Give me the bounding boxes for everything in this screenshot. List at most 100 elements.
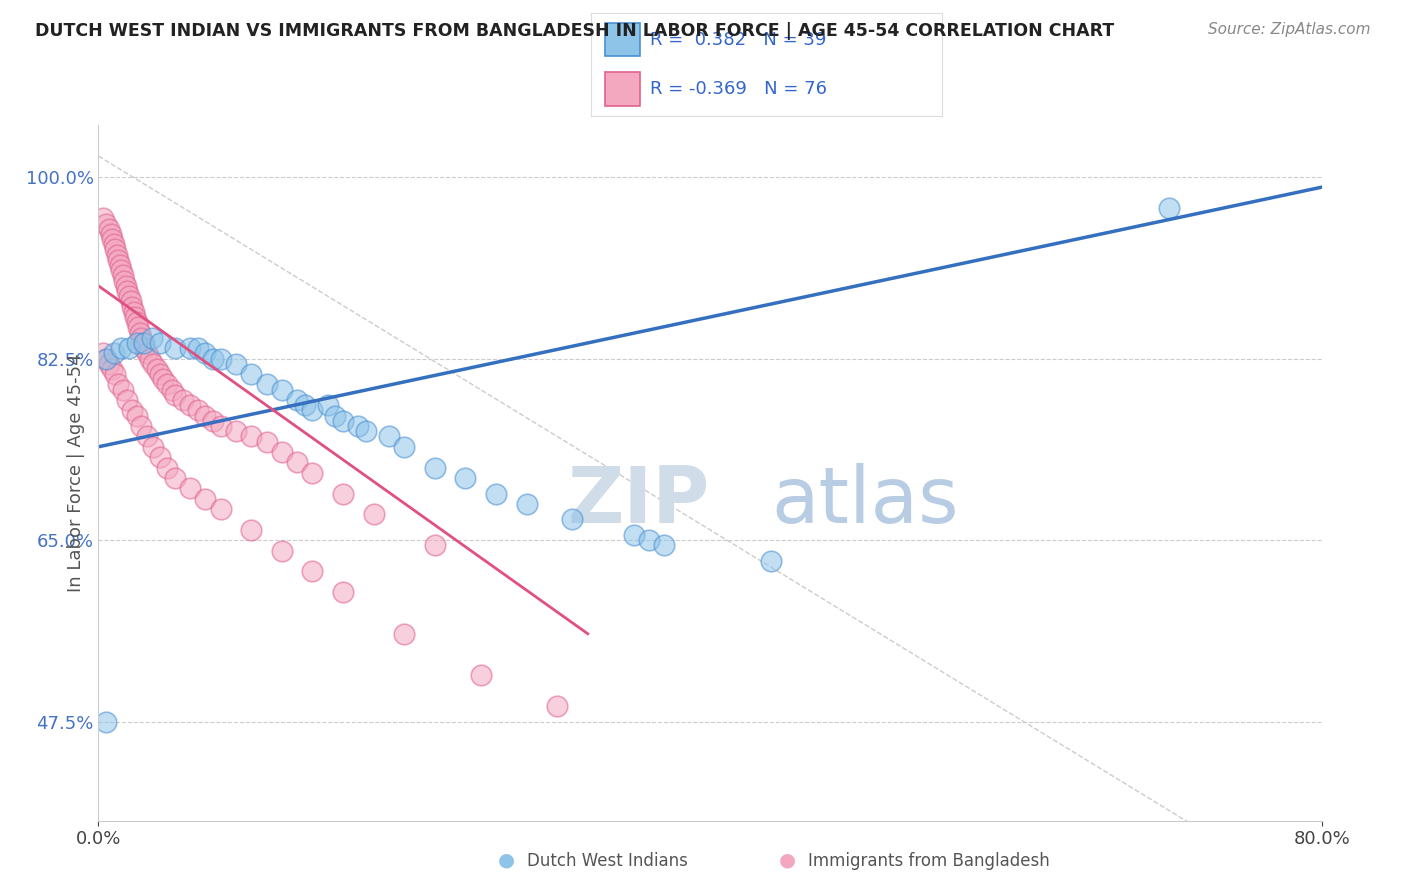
Text: Source: ZipAtlas.com: Source: ZipAtlas.com (1208, 22, 1371, 37)
Point (759, 554, 782, 568)
Point (392, 626, 416, 640)
Point (128, 326, 150, 340)
Point (179, 341, 201, 355)
Point (294, 398, 316, 412)
Point (103, 346, 125, 360)
Point (209, 351, 232, 366)
Point (256, 377, 278, 392)
Bar (605, 22, 640, 56)
Point (156, 460, 179, 475)
Text: Dutch West Indians: Dutch West Indians (527, 852, 688, 870)
Text: ●: ● (498, 851, 515, 870)
Point (202, 414, 225, 428)
Point (104, 243, 127, 257)
Point (139, 351, 162, 366)
Point (132, 335, 155, 350)
Point (516, 497, 538, 511)
Point (240, 429, 263, 443)
Point (623, 528, 645, 542)
Point (347, 419, 370, 434)
Point (652, 538, 675, 552)
Point (209, 419, 232, 434)
Text: R =  0.382   N = 39: R = 0.382 N = 39 (650, 30, 827, 48)
Point (94, 351, 117, 366)
Point (103, 237, 125, 252)
Point (637, 533, 661, 548)
Point (546, 699, 568, 714)
Point (125, 315, 148, 329)
Point (94, 351, 117, 366)
Point (108, 258, 131, 272)
Point (107, 252, 129, 267)
Text: DUTCH WEST INDIAN VS IMMIGRANTS FROM BANGLADESH IN LABOR FORCE | AGE 45-54 CORRE: DUTCH WEST INDIAN VS IMMIGRANTS FROM BAN… (35, 22, 1115, 40)
Point (325, 409, 347, 423)
Point (285, 393, 308, 408)
Point (117, 284, 139, 298)
Point (145, 362, 167, 376)
Point (240, 523, 263, 537)
Point (285, 455, 308, 469)
Point (134, 335, 156, 350)
Point (91, 211, 114, 226)
Point (110, 263, 132, 277)
Point (149, 450, 172, 465)
Point (256, 434, 278, 449)
Y-axis label: In Labor Force | Age 45-54: In Labor Force | Age 45-54 (66, 353, 84, 592)
Point (94, 714, 117, 729)
Point (454, 471, 477, 485)
Point (121, 300, 143, 314)
Point (156, 377, 179, 392)
Point (1157, 201, 1180, 215)
Point (270, 543, 292, 558)
Point (194, 491, 217, 506)
Point (136, 429, 159, 443)
Point (392, 440, 416, 454)
Text: Immigrants from Bangladesh: Immigrants from Bangladesh (808, 852, 1050, 870)
Point (98, 357, 121, 371)
Text: R = -0.369   N = 76: R = -0.369 N = 76 (650, 79, 827, 98)
Point (129, 331, 152, 345)
Point (91, 346, 114, 360)
Point (110, 341, 132, 355)
Point (160, 383, 183, 397)
Point (120, 294, 142, 309)
Point (470, 668, 492, 682)
Point (125, 335, 148, 350)
Point (134, 341, 156, 355)
Point (301, 403, 323, 417)
Point (301, 565, 323, 579)
Point (152, 372, 174, 386)
Point (98, 221, 121, 235)
Point (142, 440, 165, 454)
Point (423, 460, 446, 475)
Text: ZIP: ZIP (568, 463, 710, 539)
Point (124, 310, 146, 324)
Point (423, 538, 446, 552)
Point (332, 585, 354, 599)
Point (163, 471, 186, 485)
Point (163, 341, 186, 355)
Point (194, 409, 217, 423)
Point (332, 414, 354, 428)
Text: atlas: atlas (772, 463, 959, 539)
Point (107, 377, 129, 392)
Point (101, 362, 124, 376)
Point (100, 227, 122, 241)
Point (141, 331, 163, 345)
Point (163, 388, 186, 402)
Point (225, 424, 247, 438)
Point (179, 481, 201, 495)
Point (316, 398, 339, 412)
Point (125, 409, 148, 423)
Point (122, 305, 145, 319)
Bar (605, 72, 640, 106)
Point (105, 248, 128, 262)
Point (94, 217, 117, 231)
Point (363, 508, 385, 522)
Point (129, 419, 152, 434)
Point (225, 357, 247, 371)
Point (117, 393, 139, 408)
Point (127, 320, 149, 334)
Point (104, 367, 127, 381)
Point (121, 403, 143, 417)
